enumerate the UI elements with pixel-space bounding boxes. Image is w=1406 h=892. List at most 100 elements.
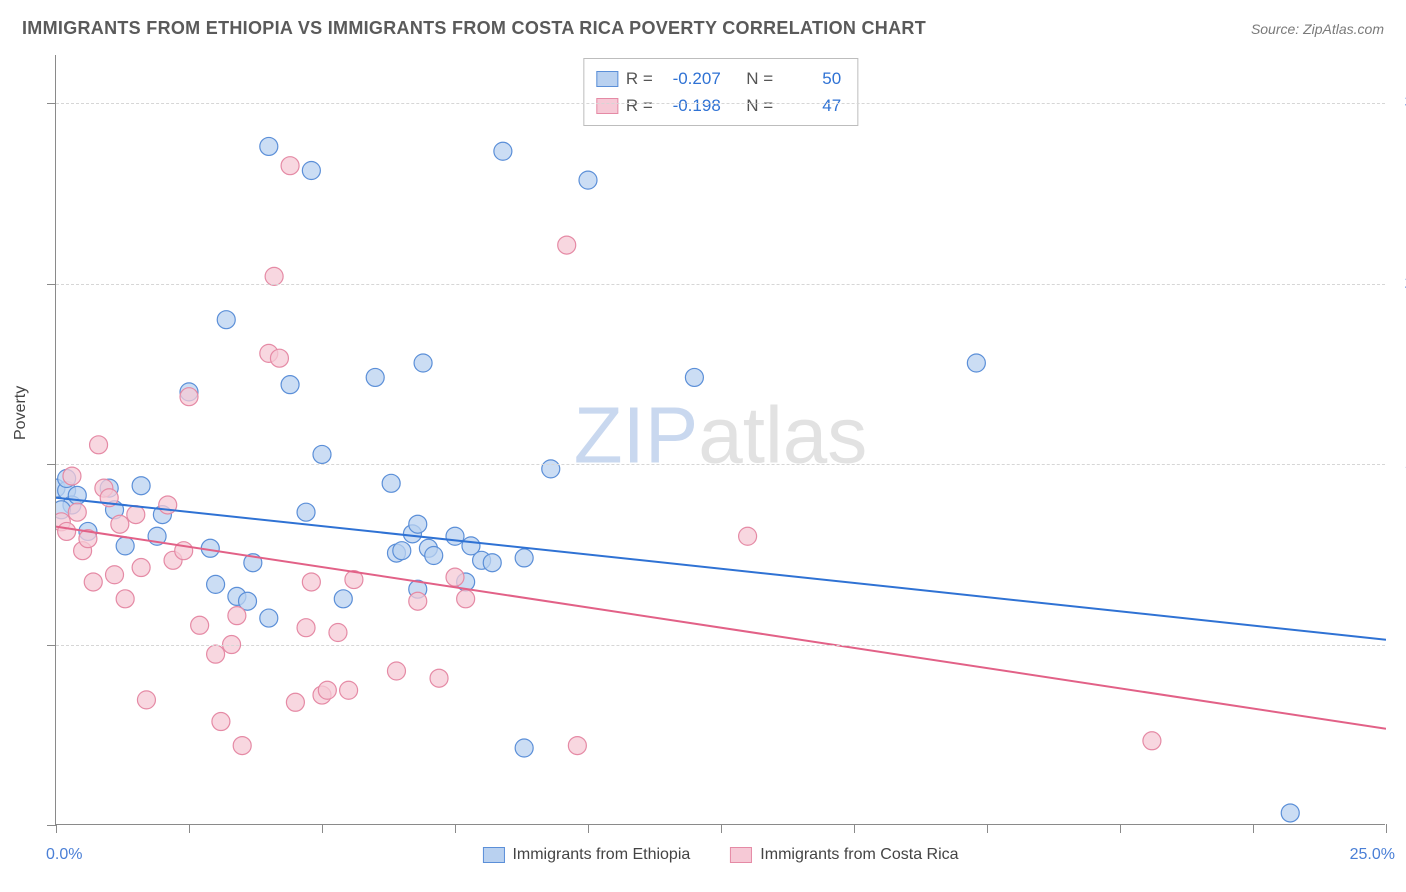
scatter-point-costarica [430, 669, 448, 687]
scatter-point-ethiopia [483, 554, 501, 572]
grid-line [56, 103, 1385, 104]
scatter-point-ethiopia [446, 527, 464, 545]
scatter-point-costarica [446, 568, 464, 586]
legend-swatch-costarica [730, 847, 752, 863]
trend-line-costarica [56, 527, 1386, 729]
grid-line [56, 645, 1385, 646]
scatter-point-costarica [58, 522, 76, 540]
scatter-point-ethiopia [494, 142, 512, 160]
x-tick [721, 824, 722, 833]
scatter-point-costarica [233, 737, 251, 755]
scatter-point-costarica [207, 645, 225, 663]
scatter-point-ethiopia [207, 575, 225, 593]
n-label: N = [746, 92, 773, 119]
r-label: R = [626, 65, 653, 92]
scatter-point-ethiopia [281, 376, 299, 394]
swatch-ethiopia [596, 71, 618, 87]
x-axis-max-label: 25.0% [1350, 846, 1395, 864]
x-axis-min-label: 0.0% [46, 846, 82, 864]
legend-swatch-ethiopia [482, 847, 504, 863]
scatter-point-costarica [191, 616, 209, 634]
scatter-point-costarica [281, 157, 299, 175]
scatter-plot: ZIPatlas R = -0.207 N = 50 R = -0.198 N … [55, 55, 1385, 825]
scatter-point-ethiopia [297, 503, 315, 521]
scatter-point-ethiopia [334, 590, 352, 608]
x-tick [1386, 824, 1387, 833]
scatter-point-costarica [90, 436, 108, 454]
scatter-point-ethiopia [132, 477, 150, 495]
r-value-ethiopia: -0.207 [661, 65, 721, 92]
x-tick [1253, 824, 1254, 833]
scatter-point-costarica [132, 559, 150, 577]
stats-row-ethiopia: R = -0.207 N = 50 [596, 65, 841, 92]
scatter-point-costarica [137, 691, 155, 709]
scatter-point-ethiopia [382, 474, 400, 492]
scatter-point-costarica [286, 693, 304, 711]
scatter-point-ethiopia [393, 542, 411, 560]
x-tick [455, 824, 456, 833]
legend-label-ethiopia: Immigrants from Ethiopia [512, 846, 690, 864]
scatter-point-costarica [1143, 732, 1161, 750]
scatter-point-costarica [329, 624, 347, 642]
scatter-point-costarica [457, 590, 475, 608]
scatter-point-ethiopia [302, 162, 320, 180]
scatter-point-ethiopia [414, 354, 432, 372]
scatter-point-costarica [318, 681, 336, 699]
x-tick [987, 824, 988, 833]
stats-row-costarica: R = -0.198 N = 47 [596, 92, 841, 119]
x-tick [854, 824, 855, 833]
legend-label-costarica: Immigrants from Costa Rica [760, 846, 958, 864]
scatter-point-costarica [63, 467, 81, 485]
x-tick [189, 824, 190, 833]
scatter-point-ethiopia [425, 547, 443, 565]
legend-item-costarica: Immigrants from Costa Rica [730, 846, 958, 864]
scatter-point-ethiopia [366, 368, 384, 386]
x-tick [588, 824, 589, 833]
grid-line [56, 464, 1385, 465]
scatter-point-ethiopia [515, 549, 533, 567]
y-axis-title: Poverty [12, 386, 30, 440]
scatter-point-costarica [302, 573, 320, 591]
scatter-point-costarica [387, 662, 405, 680]
y-tick [47, 825, 56, 826]
n-value-costarica: 47 [781, 92, 841, 119]
scatter-point-costarica [106, 566, 124, 584]
scatter-point-costarica [739, 527, 757, 545]
y-tick [47, 103, 56, 104]
scatter-point-costarica [212, 713, 230, 731]
scatter-point-ethiopia [116, 537, 134, 555]
scatter-point-ethiopia [260, 609, 278, 627]
grid-line [56, 284, 1385, 285]
chart-title: IMMIGRANTS FROM ETHIOPIA VS IMMIGRANTS F… [22, 18, 926, 39]
header-row: IMMIGRANTS FROM ETHIOPIA VS IMMIGRANTS F… [22, 18, 1384, 39]
scatter-point-costarica [270, 349, 288, 367]
scatter-point-costarica [116, 590, 134, 608]
source-attribution: Source: ZipAtlas.com [1251, 21, 1384, 37]
scatter-point-costarica [228, 607, 246, 625]
n-value-ethiopia: 50 [781, 65, 841, 92]
x-tick [322, 824, 323, 833]
scatter-point-costarica [340, 681, 358, 699]
scatter-svg [56, 55, 1386, 825]
n-label: N = [746, 65, 773, 92]
scatter-point-ethiopia [542, 460, 560, 478]
scatter-point-ethiopia [515, 739, 533, 757]
y-tick [47, 284, 56, 285]
legend-item-ethiopia: Immigrants from Ethiopia [482, 846, 690, 864]
scatter-point-costarica [558, 236, 576, 254]
r-value-costarica: -0.198 [661, 92, 721, 119]
scatter-point-ethiopia [579, 171, 597, 189]
scatter-point-costarica [111, 515, 129, 533]
y-tick [47, 464, 56, 465]
scatter-point-costarica [180, 388, 198, 406]
stats-legend-box: R = -0.207 N = 50 R = -0.198 N = 47 [583, 58, 858, 126]
scatter-point-ethiopia [409, 515, 427, 533]
x-tick [1120, 824, 1121, 833]
scatter-point-ethiopia [217, 311, 235, 329]
r-label: R = [626, 92, 653, 119]
scatter-point-costarica [127, 506, 145, 524]
scatter-point-costarica [409, 592, 427, 610]
x-tick [56, 824, 57, 833]
scatter-point-costarica [297, 619, 315, 637]
scatter-point-ethiopia [313, 445, 331, 463]
